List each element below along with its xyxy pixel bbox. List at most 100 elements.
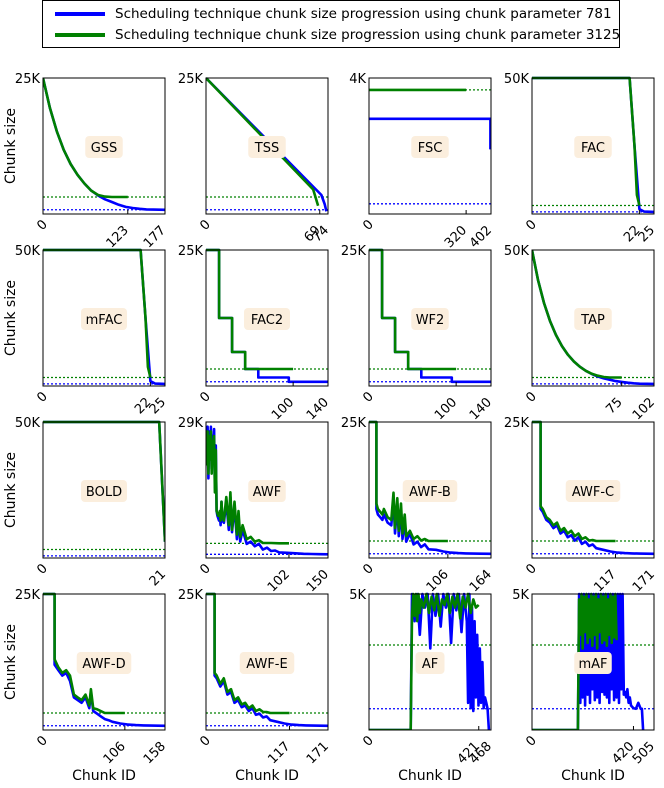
- y-tick-label: 50K: [504, 72, 530, 87]
- x-axis-label: Chunk ID: [398, 768, 462, 784]
- x-tick-label: 75: [603, 395, 625, 417]
- plot-frame: [42, 77, 166, 215]
- y-tick-label: 25K: [178, 244, 204, 259]
- subplot-title: AWF: [253, 485, 282, 500]
- subplot-title: FAC2: [251, 313, 283, 328]
- plot-frame: [42, 593, 166, 731]
- x-tick-label: 0: [523, 217, 539, 233]
- x-tick-label: 102: [265, 567, 293, 595]
- title-badge: [85, 136, 123, 158]
- legend-item-781: Scheduling technique chunk size progress…: [55, 4, 612, 24]
- subplot-title: AWF-E: [246, 657, 287, 672]
- series-line-3125: [532, 420, 616, 543]
- x-tick-label: 402: [467, 223, 495, 251]
- plot-frame: [205, 421, 329, 559]
- subplot-title: AWF-D: [82, 657, 125, 672]
- y-axis-label: Chunk size: [3, 108, 19, 184]
- plot-frame: [205, 249, 329, 387]
- y-tick-label: 4K: [349, 72, 366, 87]
- x-tick-label: 0: [360, 217, 376, 233]
- x-tick-label: 0: [197, 217, 213, 233]
- x-tick-label: 106: [424, 567, 452, 595]
- subplot-title: FSC: [418, 141, 443, 156]
- x-tick-label: 0: [197, 389, 213, 405]
- subplot-gss: GSS 25K 0 123 177: [15, 72, 169, 251]
- title-badge: [411, 136, 449, 158]
- title-badge: [76, 652, 132, 674]
- subplot-awf-c: AWF-C 25K 0 117 171: [504, 416, 658, 595]
- title-badge: [81, 308, 127, 330]
- subplot-title: TAP: [580, 313, 605, 328]
- x-tick-label: 0: [523, 389, 539, 405]
- x-tick-label: 164: [467, 567, 495, 595]
- plot-frame: [531, 593, 655, 731]
- plot-frame: [531, 249, 655, 387]
- y-axis-label: Chunk size: [3, 624, 19, 700]
- subplot-title: GSS: [91, 141, 118, 156]
- x-tick-label: 0: [360, 561, 376, 577]
- series-line-3125: [206, 77, 320, 207]
- x-tick-label: 100: [432, 395, 460, 423]
- x-tick-label: 106: [101, 739, 129, 767]
- subplot-wf2: WF2 25K 0 100 140: [341, 244, 495, 423]
- y-axis-label: Chunk size: [3, 280, 19, 356]
- x-tick-label: 158: [141, 739, 169, 767]
- y-tick-label: 25K: [15, 588, 41, 603]
- subplot-title: mAF: [578, 657, 607, 672]
- subplot-title: BOLD: [86, 485, 122, 500]
- title-badge: [411, 308, 449, 330]
- y-tick-label: 50K: [15, 244, 41, 259]
- series-line-3125: [369, 248, 457, 371]
- subplot-awf-e: AWF-E 25K 0 117 171: [178, 588, 332, 767]
- legend-item-3125: Scheduling technique chunk size progress…: [55, 25, 620, 45]
- plot-frame: [42, 249, 166, 387]
- title-badge: [81, 480, 127, 502]
- series-line-3125: [206, 248, 294, 371]
- subplot-title: AWF-B: [409, 485, 451, 500]
- x-tick-label: 171: [630, 567, 658, 595]
- title-badge: [574, 136, 612, 158]
- x-tick-label: 505: [630, 739, 658, 767]
- x-tick-label: 140: [467, 395, 495, 423]
- x-tick-label: 0: [360, 389, 376, 405]
- subplot-title: FAC: [581, 141, 605, 156]
- y-tick-label: 25K: [504, 416, 530, 431]
- y-axis-label: Chunk size: [3, 452, 19, 528]
- subplot-title: WF2: [416, 313, 445, 328]
- x-tick-label: 0: [523, 561, 539, 577]
- plot-frame: [368, 77, 492, 215]
- series-line-3125: [369, 420, 448, 543]
- x-tick-label: 0: [34, 561, 50, 577]
- subplot-awf-b: AWF-B 25K 0 106 164: [341, 416, 495, 595]
- title-badge: [248, 136, 286, 158]
- legend-label-3125: Scheduling technique chunk size progress…: [115, 27, 621, 43]
- y-tick-label: 50K: [504, 244, 530, 259]
- series-line-3125: [532, 592, 618, 730]
- title-badge: [239, 652, 295, 674]
- y-tick-label: 25K: [341, 244, 367, 259]
- title-badge: [565, 480, 621, 502]
- series-line-3125: [206, 430, 289, 545]
- x-tick-label: 123: [104, 223, 132, 251]
- x-tick-label: 0: [197, 733, 213, 749]
- series-line-3125: [369, 592, 480, 730]
- y-tick-label: 25K: [178, 72, 204, 87]
- title-badge: [244, 308, 290, 330]
- legend-line-blue: [55, 12, 105, 16]
- x-tick-label: 0: [34, 389, 50, 405]
- y-tick-label: 29K: [178, 416, 204, 431]
- series-line-781: [369, 117, 491, 150]
- x-tick-label: 140: [304, 395, 332, 423]
- y-tick-label: 50K: [15, 416, 41, 431]
- plot-frame: [368, 249, 492, 387]
- title-badge: [415, 652, 445, 674]
- subplot-tap: TAP 50K 0 75 102: [504, 244, 658, 423]
- title-badge: [248, 480, 286, 502]
- title-badge: [402, 480, 458, 502]
- x-tick-label: 0: [34, 733, 50, 749]
- series-line-781: [206, 592, 328, 728]
